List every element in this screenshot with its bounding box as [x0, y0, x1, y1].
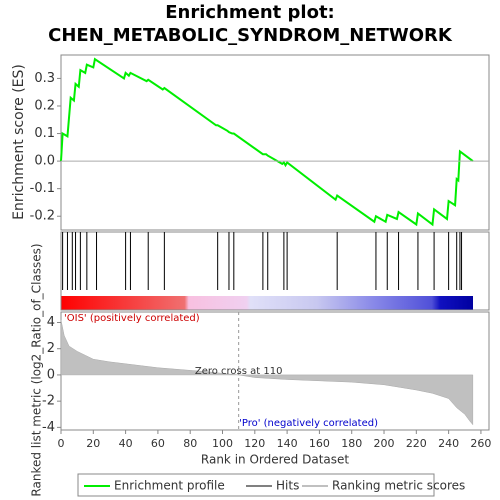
x-tick-label: 220: [406, 437, 427, 450]
x-tick-label: 240: [438, 437, 459, 450]
y-tick-label: -4: [42, 420, 55, 435]
y-tick-label: 0.0: [34, 154, 55, 169]
chart-title: CHEN_METABOLIC_SYNDROM_NETWORK: [48, 25, 453, 46]
x-tick-label: 80: [183, 437, 197, 450]
legend-label: Hits: [276, 479, 299, 493]
y-tick-label: 0.2: [34, 98, 55, 113]
legend-label: Enrichment profile: [114, 479, 225, 493]
x-tick-label: 100: [212, 437, 233, 450]
x-tick-label: 160: [309, 437, 330, 450]
y-tick-label: -0.2: [30, 209, 55, 224]
y-tick-label: 4: [47, 315, 55, 330]
x-tick-label: 180: [341, 437, 362, 450]
legend: [77, 473, 435, 497]
x-tick-label: 200: [374, 437, 395, 450]
y-tick-label: -0.1: [30, 181, 55, 196]
x-tick-label: 260: [470, 437, 491, 450]
x-axis-label: Rank in Ordered Dataset: [201, 453, 349, 467]
x-tick-label: 60: [151, 437, 165, 450]
x-tick-label: 120: [244, 437, 265, 450]
x-tick-label: 40: [119, 437, 133, 450]
y-axis-label: Enrichment score (ES): [11, 64, 27, 220]
legend-label: Ranking metric scores: [332, 479, 465, 493]
color-bar: [61, 296, 473, 310]
chart-title: Enrichment plot:: [165, 2, 335, 23]
x-tick-label: 0: [58, 437, 65, 450]
y-tick-label: 0: [47, 367, 55, 382]
frame: [60, 231, 490, 311]
y-axis-label: Ranked list metric (log2_Ratio_of_Classe…: [30, 243, 44, 496]
y-tick-label: -2: [42, 394, 55, 409]
x-tick-label: 20: [86, 437, 100, 450]
metric-area: [60, 319, 474, 426]
annotation: Zero cross at 110: [195, 366, 283, 377]
annotation: 'Pro' (negatively correlated): [239, 418, 378, 429]
y-tick-label: 2: [47, 341, 55, 356]
frame: [60, 54, 490, 231]
annotation: 'OIS' (positively correlated): [64, 313, 200, 324]
x-tick-label: 140: [277, 437, 298, 450]
y-tick-label: 0.1: [34, 126, 55, 141]
es-line: [60, 57, 474, 227]
y-tick-label: 0.3: [34, 71, 55, 86]
